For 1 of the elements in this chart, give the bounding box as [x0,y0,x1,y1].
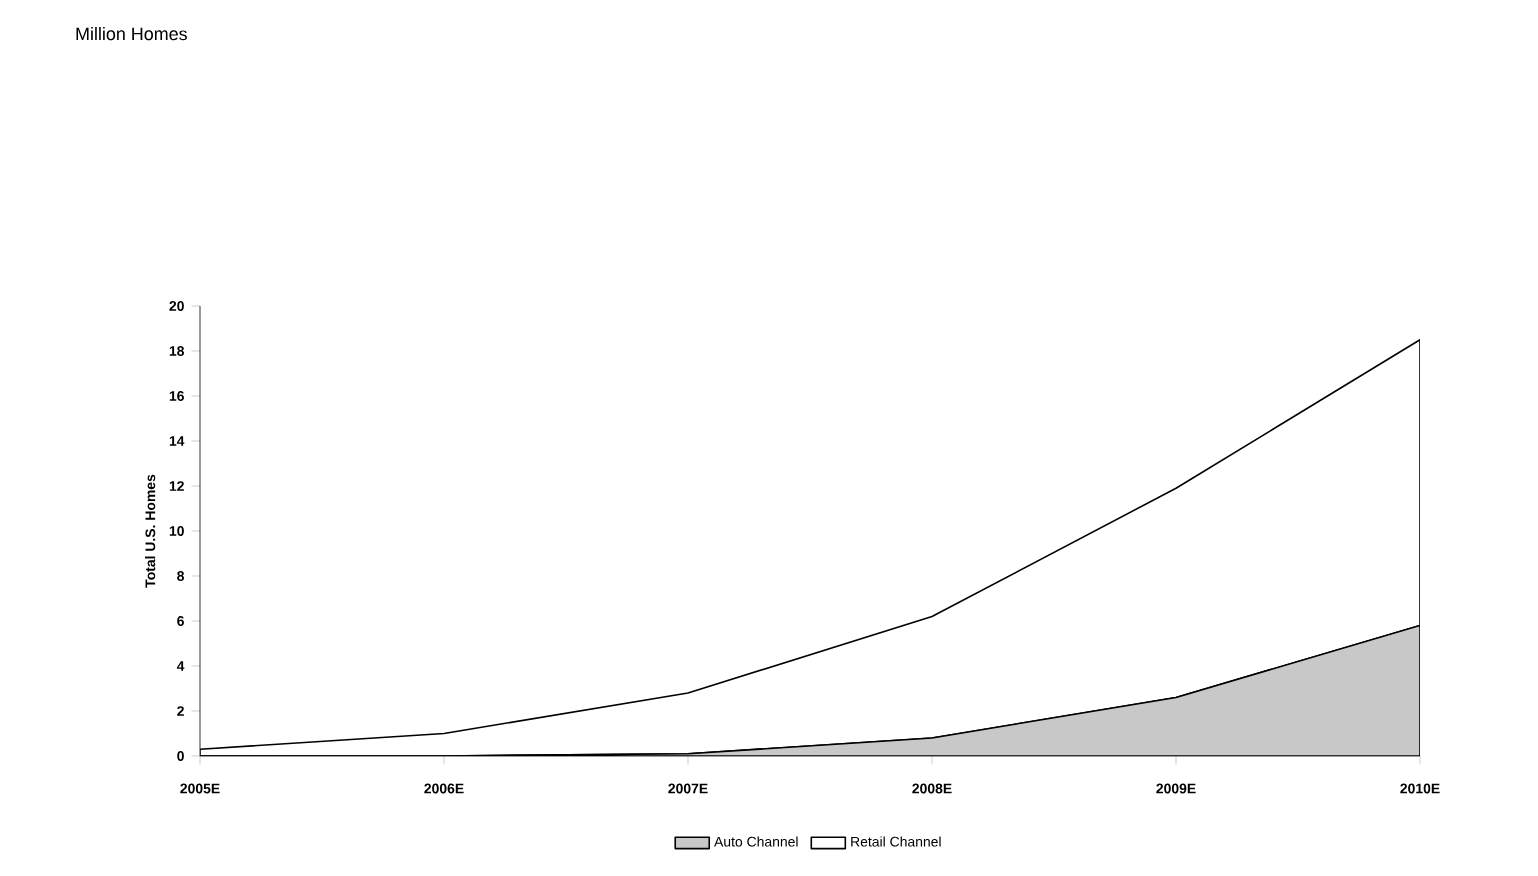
chart-title: Million Homes [76,27,187,41]
